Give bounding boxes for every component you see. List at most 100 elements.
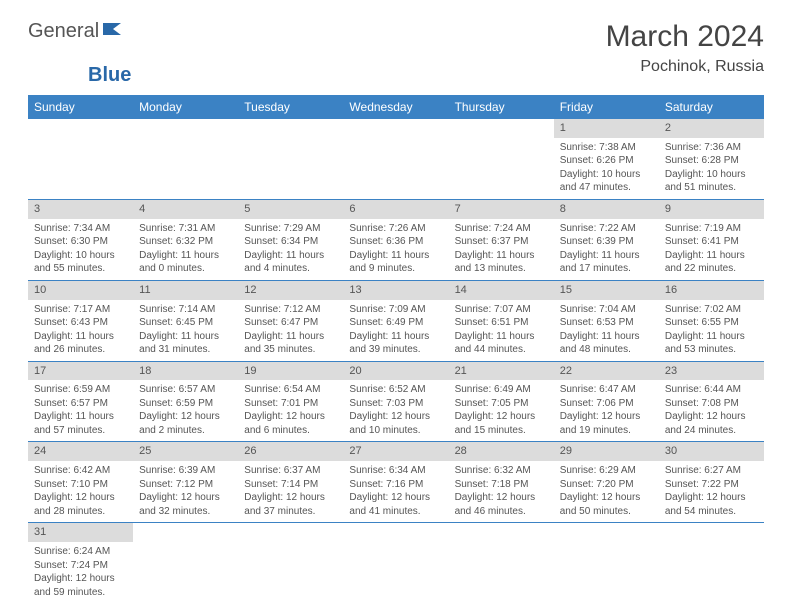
day-number: 20 bbox=[343, 362, 448, 381]
sunrise-line: Sunrise: 7:36 AM bbox=[665, 141, 758, 155]
day-info: Sunrise: 7:19 AMSunset: 6:41 PMDaylight:… bbox=[665, 222, 758, 276]
day-number: 29 bbox=[554, 442, 659, 461]
calendar-week: 10Sunrise: 7:17 AMSunset: 6:43 PMDayligh… bbox=[28, 280, 764, 361]
calendar-day: 15Sunrise: 7:04 AMSunset: 6:53 PMDayligh… bbox=[554, 280, 659, 361]
logo: General bbox=[28, 20, 127, 43]
day-number: 14 bbox=[449, 281, 554, 300]
daylight-line: Daylight: 11 hours and 48 minutes. bbox=[560, 330, 653, 357]
daylight-line: Daylight: 11 hours and 39 minutes. bbox=[349, 330, 442, 357]
day-info: Sunrise: 7:17 AMSunset: 6:43 PMDaylight:… bbox=[34, 303, 127, 357]
sunrise-line: Sunrise: 7:38 AM bbox=[560, 141, 653, 155]
daylight-line: Daylight: 12 hours and 41 minutes. bbox=[349, 491, 442, 518]
calendar-day: 31Sunrise: 6:24 AMSunset: 7:24 PMDayligh… bbox=[28, 523, 133, 603]
day-info: Sunrise: 7:22 AMSunset: 6:39 PMDaylight:… bbox=[560, 222, 653, 276]
calendar-day: 23Sunrise: 6:44 AMSunset: 7:08 PMDayligh… bbox=[659, 361, 764, 442]
sunrise-line: Sunrise: 6:24 AM bbox=[34, 545, 127, 559]
day-number: 8 bbox=[554, 200, 659, 219]
calendar-day: 1Sunrise: 7:38 AMSunset: 6:26 PMDaylight… bbox=[554, 119, 659, 199]
sunrise-line: Sunrise: 6:27 AM bbox=[665, 464, 758, 478]
day-info: Sunrise: 7:34 AMSunset: 6:30 PMDaylight:… bbox=[34, 222, 127, 276]
day-number: 6 bbox=[343, 200, 448, 219]
calendar-day: 17Sunrise: 6:59 AMSunset: 6:57 PMDayligh… bbox=[28, 361, 133, 442]
sunset-line: Sunset: 6:28 PM bbox=[665, 154, 758, 168]
calendar-day: 30Sunrise: 6:27 AMSunset: 7:22 PMDayligh… bbox=[659, 442, 764, 523]
calendar-day: 5Sunrise: 7:29 AMSunset: 6:34 PMDaylight… bbox=[238, 199, 343, 280]
sunset-line: Sunset: 6:30 PM bbox=[34, 235, 127, 249]
dayname-header: Wednesday bbox=[343, 95, 448, 119]
calendar-empty bbox=[28, 119, 133, 199]
sunrise-line: Sunrise: 6:52 AM bbox=[349, 383, 442, 397]
daylight-line: Daylight: 11 hours and 13 minutes. bbox=[455, 249, 548, 276]
calendar-body: 1Sunrise: 7:38 AMSunset: 6:26 PMDaylight… bbox=[28, 119, 764, 603]
sunset-line: Sunset: 7:01 PM bbox=[244, 397, 337, 411]
day-number: 4 bbox=[133, 200, 238, 219]
daylight-line: Daylight: 11 hours and 26 minutes. bbox=[34, 330, 127, 357]
day-number: 3 bbox=[28, 200, 133, 219]
sunrise-line: Sunrise: 7:31 AM bbox=[139, 222, 232, 236]
day-number: 23 bbox=[659, 362, 764, 381]
calendar-day: 16Sunrise: 7:02 AMSunset: 6:55 PMDayligh… bbox=[659, 280, 764, 361]
sunrise-line: Sunrise: 6:42 AM bbox=[34, 464, 127, 478]
logo-text-2: Blue bbox=[88, 64, 131, 86]
day-info: Sunrise: 6:39 AMSunset: 7:12 PMDaylight:… bbox=[139, 464, 232, 518]
sunset-line: Sunset: 7:22 PM bbox=[665, 478, 758, 492]
day-info: Sunrise: 7:38 AMSunset: 6:26 PMDaylight:… bbox=[560, 141, 653, 195]
daylight-line: Daylight: 11 hours and 17 minutes. bbox=[560, 249, 653, 276]
calendar-empty bbox=[554, 523, 659, 603]
dayname-header: Sunday bbox=[28, 95, 133, 119]
sunrise-line: Sunrise: 7:09 AM bbox=[349, 303, 442, 317]
day-number: 21 bbox=[449, 362, 554, 381]
day-info: Sunrise: 6:52 AMSunset: 7:03 PMDaylight:… bbox=[349, 383, 442, 437]
day-number: 13 bbox=[343, 281, 448, 300]
sunset-line: Sunset: 7:12 PM bbox=[139, 478, 232, 492]
sunrise-line: Sunrise: 6:59 AM bbox=[34, 383, 127, 397]
sunrise-line: Sunrise: 7:22 AM bbox=[560, 222, 653, 236]
day-info: Sunrise: 7:31 AMSunset: 6:32 PMDaylight:… bbox=[139, 222, 232, 276]
sunset-line: Sunset: 6:49 PM bbox=[349, 316, 442, 330]
daylight-line: Daylight: 12 hours and 2 minutes. bbox=[139, 410, 232, 437]
day-number: 7 bbox=[449, 200, 554, 219]
calendar-day: 29Sunrise: 6:29 AMSunset: 7:20 PMDayligh… bbox=[554, 442, 659, 523]
calendar-day: 8 Sunrise: 7:22 AMSunset: 6:39 PMDaylight… bbox=[554, 199, 659, 280]
day-number: 25 bbox=[133, 442, 238, 461]
sunset-line: Sunset: 6:26 PM bbox=[560, 154, 653, 168]
daylight-line: Daylight: 10 hours and 51 minutes. bbox=[665, 168, 758, 195]
sunset-line: Sunset: 6:36 PM bbox=[349, 235, 442, 249]
logo-text-1: General bbox=[28, 20, 99, 43]
sunset-line: Sunset: 7:10 PM bbox=[34, 478, 127, 492]
sunset-line: Sunset: 6:55 PM bbox=[665, 316, 758, 330]
calendar-day: 25 Sunrise: 6:39 AMSunset: 7:12 PMDayligh… bbox=[133, 442, 238, 523]
day-number: 22 bbox=[554, 362, 659, 381]
sunset-line: Sunset: 6:47 PM bbox=[244, 316, 337, 330]
sunrise-line: Sunrise: 6:54 AM bbox=[244, 383, 337, 397]
dayname-header: Monday bbox=[133, 95, 238, 119]
calendar-empty bbox=[133, 119, 238, 199]
sunset-line: Sunset: 6:45 PM bbox=[139, 316, 232, 330]
calendar-empty bbox=[238, 523, 343, 603]
day-number: 27 bbox=[343, 442, 448, 461]
sunset-line: Sunset: 6:57 PM bbox=[34, 397, 127, 411]
day-info: Sunrise: 6:34 AMSunset: 7:16 PMDaylight:… bbox=[349, 464, 442, 518]
calendar-day: 14Sunrise: 7:07 AMSunset: 6:51 PMDayligh… bbox=[449, 280, 554, 361]
day-number: 12 bbox=[238, 281, 343, 300]
calendar-day: 20 Sunrise: 6:52 AMSunset: 7:03 PMDayligh… bbox=[343, 361, 448, 442]
daylight-line: Daylight: 11 hours and 0 minutes. bbox=[139, 249, 232, 276]
daylight-line: Daylight: 12 hours and 32 minutes. bbox=[139, 491, 232, 518]
location: Pochinok, Russia bbox=[606, 58, 764, 76]
calendar-empty bbox=[449, 523, 554, 603]
sunset-line: Sunset: 6:32 PM bbox=[139, 235, 232, 249]
sunset-line: Sunset: 7:20 PM bbox=[560, 478, 653, 492]
day-info: Sunrise: 6:47 AMSunset: 7:06 PMDaylight:… bbox=[560, 383, 653, 437]
calendar-day: 24Sunrise: 6:42 AMSunset: 7:10 PMDayligh… bbox=[28, 442, 133, 523]
day-info: Sunrise: 7:26 AMSunset: 6:36 PMDaylight:… bbox=[349, 222, 442, 276]
sunrise-line: Sunrise: 6:39 AM bbox=[139, 464, 232, 478]
sunrise-line: Sunrise: 7:14 AM bbox=[139, 303, 232, 317]
sunset-line: Sunset: 6:59 PM bbox=[139, 397, 232, 411]
day-info: Sunrise: 7:29 AMSunset: 6:34 PMDaylight:… bbox=[244, 222, 337, 276]
calendar-empty bbox=[133, 523, 238, 603]
calendar-table: SundayMondayTuesdayWednesdayThursdayFrid… bbox=[28, 95, 764, 603]
day-number: 2 bbox=[659, 119, 764, 138]
daylight-line: Daylight: 11 hours and 57 minutes. bbox=[34, 410, 127, 437]
dayname-header: Friday bbox=[554, 95, 659, 119]
day-info: Sunrise: 6:24 AMSunset: 7:24 PMDaylight:… bbox=[34, 545, 127, 599]
